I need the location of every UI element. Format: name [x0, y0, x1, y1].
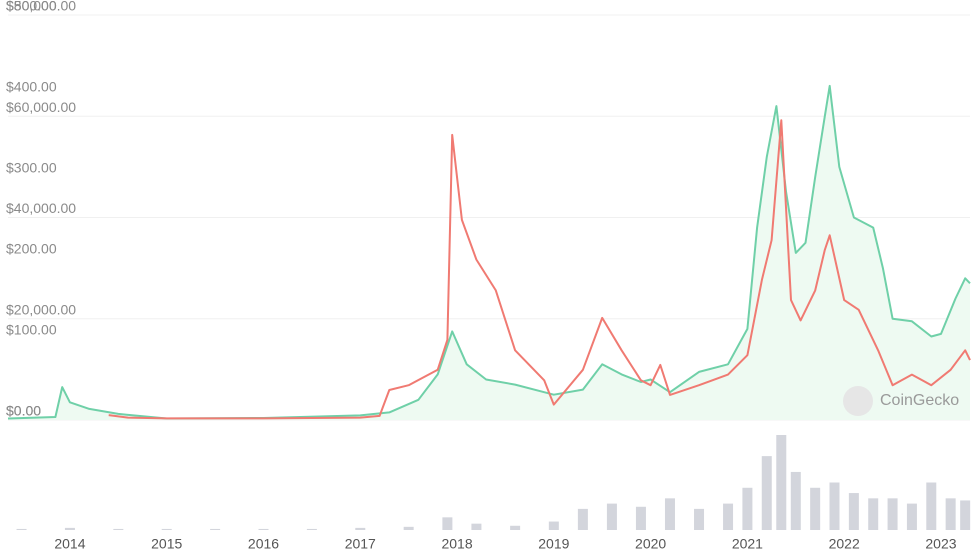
volume-bar	[761, 456, 772, 530]
volume-bar	[548, 521, 559, 530]
watermark: CoinGecko	[843, 386, 959, 416]
volume-bar	[694, 508, 705, 530]
volume	[16, 435, 971, 530]
volume-bar	[635, 506, 646, 530]
volume-bar	[723, 503, 734, 530]
volume-bar	[210, 528, 221, 530]
axis-labels: $0.00 $20,000.00 $40,000.00 $60,000.00 $80,0…	[6, 0, 957, 552]
x-tick-label: 2022	[829, 536, 860, 552]
x-tick-label: 2018	[441, 536, 472, 552]
y-tick-label: $20,000.00	[6, 301, 76, 317]
series	[7, 84, 971, 421]
volume-bar	[355, 527, 366, 530]
y2-tick-label: $0.00	[6, 403, 41, 419]
y-tick-label: $60,000.00	[6, 99, 76, 115]
volume-bar	[442, 517, 453, 530]
y-tick-label: $80,000.00	[6, 0, 76, 14]
x-tick-label: 2021	[732, 536, 763, 552]
volume-bar	[258, 528, 269, 530]
volume-bar	[810, 487, 821, 530]
x-tick-label: 2020	[635, 536, 666, 552]
x-tick-label: 2014	[54, 536, 85, 552]
watermark-text: CoinGecko	[880, 392, 959, 409]
volume-bar	[887, 498, 898, 530]
volume-bar	[776, 435, 787, 530]
volume-bar	[161, 528, 172, 530]
y2-tick-label: $400.00	[6, 79, 57, 95]
volume-bar	[829, 482, 840, 530]
volume-bar	[510, 525, 521, 530]
x-tick-label: 2019	[538, 536, 569, 552]
volume-bar	[471, 523, 482, 530]
volume-bar	[577, 508, 588, 530]
volume-bar	[926, 482, 937, 530]
y2-tick-label: $500.00	[6, 0, 57, 14]
volume-bar	[306, 528, 317, 530]
volume-bar	[606, 503, 617, 530]
volume-bar	[868, 498, 879, 530]
volume-bar	[790, 471, 801, 530]
watermark-logo	[843, 386, 873, 416]
volume-bar	[16, 528, 27, 530]
series-area	[8, 85, 970, 421]
volume-bar	[848, 493, 859, 530]
volume-bar	[906, 503, 917, 530]
y2-tick-label: $300.00	[6, 160, 57, 176]
volume-bar	[403, 526, 414, 530]
volume-bar	[664, 498, 675, 530]
volume-bar	[742, 487, 753, 530]
series-line	[108, 119, 971, 420]
volume-bar	[113, 528, 124, 530]
y2-tick-label: $200.00	[6, 241, 57, 257]
y2-tick-label: $100.00	[6, 322, 57, 338]
x-tick-label: 2017	[345, 536, 376, 552]
x-tick-label: 2016	[248, 536, 279, 552]
volume-bar	[960, 500, 971, 530]
x-tick-label: 2015	[151, 536, 182, 552]
x-tick-label: 2023	[925, 536, 956, 552]
volume-bar	[64, 527, 75, 530]
y-tick-label: $40,000.00	[6, 200, 76, 216]
volume-bar	[945, 498, 956, 530]
y-tick-label: $0.00	[6, 403, 41, 419]
